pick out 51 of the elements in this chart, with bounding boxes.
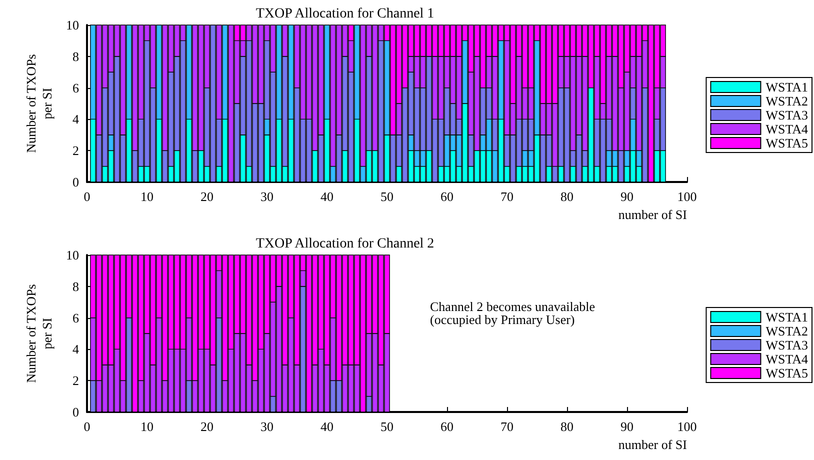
legend-label: WSTA3 <box>766 338 808 352</box>
x-tick-label: 50 <box>380 419 394 434</box>
x-axis-title: number of SI <box>618 207 687 222</box>
y-tick-label: 6 <box>72 80 80 96</box>
y-tick-label: 2 <box>72 143 79 158</box>
legend-label: WSTA1 <box>766 310 808 324</box>
legend-label: WSTA4 <box>766 122 808 136</box>
legend-label: WSTA2 <box>766 324 808 338</box>
legend-label: WSTA4 <box>766 352 808 366</box>
legend-label: WSTA5 <box>766 136 808 150</box>
x-tick-label: 80 <box>560 189 574 204</box>
chart-title: TXOP Allocation for Channel 1 <box>256 6 434 22</box>
x-tick-label: 90 <box>620 189 634 204</box>
x-tick-label: 0 <box>84 189 90 204</box>
x-tick-label: 100 <box>677 419 697 434</box>
annotation: Channel 2 becomes unavailable (occupied by Primary User) <box>430 299 596 327</box>
legend-label: WSTA2 <box>766 94 808 108</box>
x-tick-label: 0 <box>84 419 90 434</box>
x-tick-label: 50 <box>380 189 394 204</box>
x-tick-label: 20 <box>200 419 214 434</box>
y-tick-label: 2 <box>72 373 79 388</box>
y-tick-label: 0 <box>72 404 79 420</box>
x-tick-label: 100 <box>677 189 697 204</box>
x-tick-label: 70 <box>500 189 514 204</box>
x-tick-label: 30 <box>260 189 274 204</box>
y-axis-title: Number of TXOPs per SI <box>24 54 55 153</box>
x-tick-label: 40 <box>320 189 334 204</box>
x-tick-label: 80 <box>560 419 574 434</box>
x-tick-label: 90 <box>620 419 634 434</box>
x-tick-label: 10 <box>140 419 154 434</box>
y-tick-label: 0 <box>72 174 79 190</box>
legend-label: WSTA3 <box>766 108 808 122</box>
y-tick-label: 4 <box>72 112 80 127</box>
x-tick-label: 70 <box>500 419 514 434</box>
x-tick-label: 10 <box>140 189 154 204</box>
y-axis-title: Number of TXOPs per SI <box>24 284 55 383</box>
chart-title: TXOP Allocation for Channel 2 <box>256 236 434 252</box>
x-tick-label: 20 <box>200 189 214 204</box>
y-tick-label: 8 <box>72 48 79 64</box>
y-tick-label: 8 <box>72 278 79 294</box>
y-tick-label: 6 <box>72 310 80 326</box>
x-tick-label: 60 <box>440 189 454 204</box>
x-tick-label: 60 <box>440 419 454 434</box>
x-tick-label: 30 <box>260 419 274 434</box>
y-tick-label: 10 <box>66 248 79 262</box>
legend-label: WSTA1 <box>766 80 808 94</box>
y-tick-label: 10 <box>66 18 79 32</box>
x-axis-title: number of SI <box>618 437 687 452</box>
x-tick-label: 40 <box>320 419 334 434</box>
y-tick-label: 4 <box>72 342 80 357</box>
legend-label: WSTA5 <box>766 366 808 380</box>
